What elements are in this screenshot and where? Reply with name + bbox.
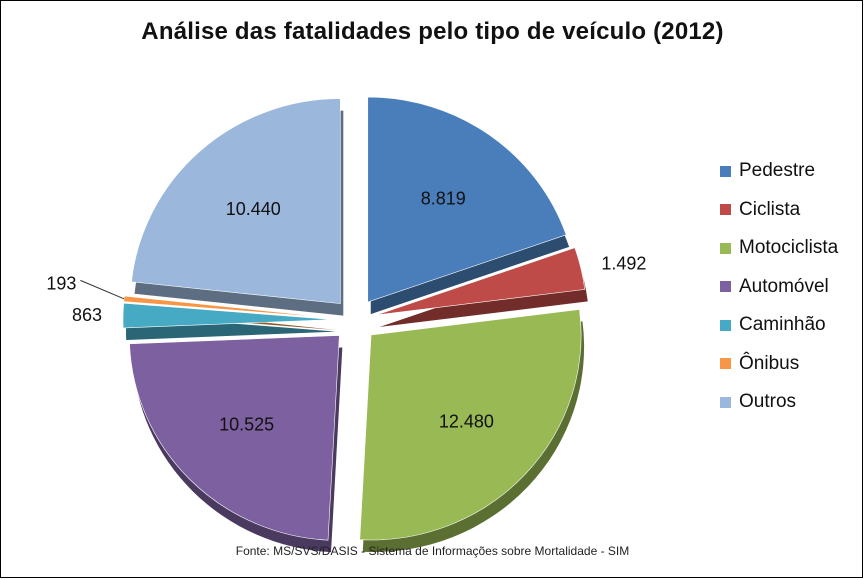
legend-swatch-1	[720, 204, 731, 216]
legend-label-6: Outros	[739, 391, 797, 413]
pie-slice-5	[123, 295, 334, 319]
legend-swatch-0	[720, 165, 731, 177]
data-label-1: 1.492	[601, 254, 646, 274]
legend-swatch-3	[720, 281, 731, 293]
pie-slice-1	[376, 247, 586, 316]
data-label-0: 8.819	[421, 189, 466, 209]
data-label-4: 863	[72, 305, 102, 325]
chart-source: Fonte: MS/SVS/DASIS - Sistema de Informa…	[235, 544, 630, 558]
legend-swatch-6	[720, 396, 731, 408]
legend-item-3: Automóvel	[720, 268, 838, 307]
pie-slice-2	[359, 309, 582, 541]
data-label-3: 10.525	[219, 415, 274, 435]
legend-item-6: Outros	[720, 383, 838, 422]
data-label-6: 10.440	[226, 199, 281, 219]
legend-label-3: Automóvel	[739, 275, 829, 297]
pie-slice-0	[367, 96, 567, 303]
legend-item-5: Ônibus	[720, 345, 838, 384]
legend-label-4: Caminhão	[739, 314, 826, 336]
leader-line-5	[80, 279, 125, 300]
legend-swatch-2	[720, 242, 731, 254]
legend-item-2: Motociclista	[720, 229, 838, 268]
legend-item-1: Ciclista	[720, 191, 838, 230]
chart-legend: Pedestre Ciclista Motociclista Automóvel Cam…	[720, 152, 838, 422]
data-label-5: 193	[46, 273, 76, 293]
legend-label-1: Ciclista	[739, 198, 801, 220]
pie-slice-4	[122, 302, 334, 329]
legend-item-0: Pedestre	[720, 152, 838, 191]
legend-label-5: Ônibus	[739, 352, 800, 374]
data-label-2: 12.480	[439, 412, 494, 432]
legend-label-0: Pedestre	[739, 160, 816, 182]
legend-item-4: Caminhão	[720, 306, 838, 345]
legend-swatch-5	[720, 358, 731, 370]
pie-slice-6	[131, 98, 341, 304]
pie-slice-3	[129, 335, 340, 541]
chart-title: Análise das fatalidades pelo tipo de veí…	[141, 18, 724, 45]
legend-label-2: Motociclista	[739, 237, 839, 259]
legend-swatch-4	[720, 319, 731, 331]
